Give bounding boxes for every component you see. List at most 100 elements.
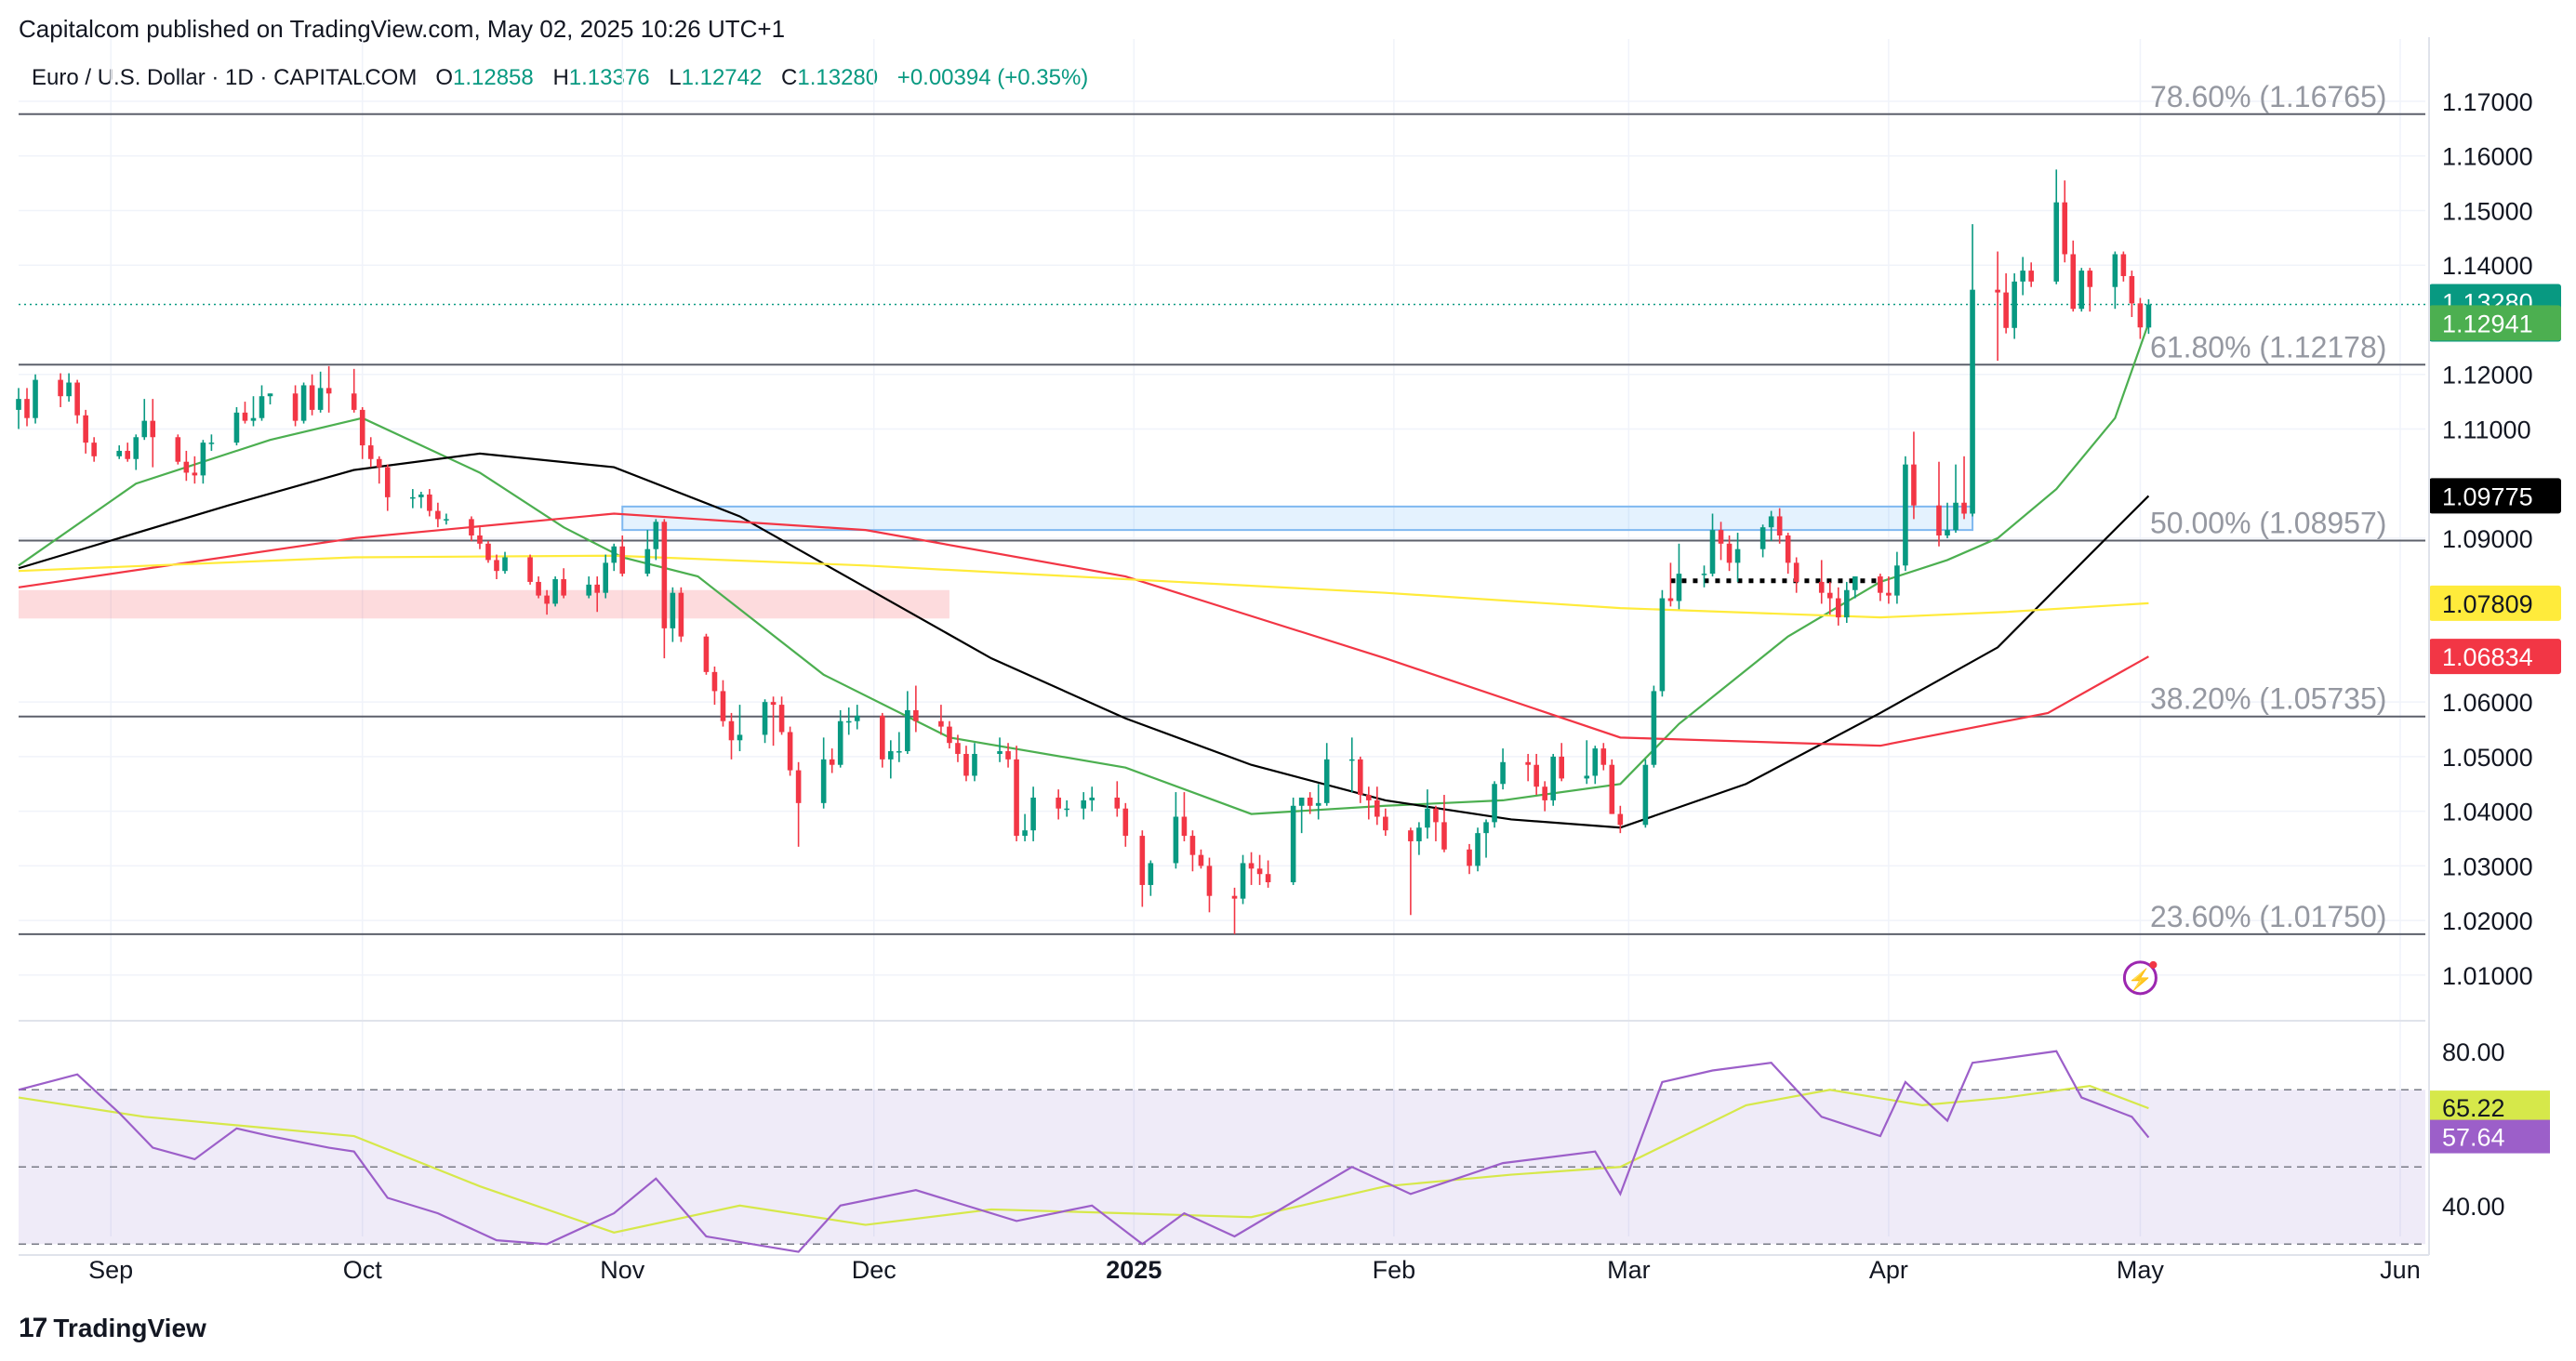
candle-body: [2120, 254, 2127, 276]
candle-body: [1139, 836, 1146, 885]
candle-body: [1416, 827, 1422, 841]
candle-body: [1584, 775, 1590, 779]
candle-body: [527, 557, 533, 582]
candle-body: [1617, 813, 1624, 826]
candle-body: [938, 720, 944, 727]
candle-body: [74, 382, 80, 416]
price-tick-label: 1.17000: [2442, 88, 2533, 116]
candle-body: [24, 399, 30, 418]
candle-body: [1793, 562, 1799, 582]
candle-body: [2028, 271, 2034, 282]
candle-body: [1089, 797, 1095, 800]
candle-body: [1030, 797, 1036, 831]
candle-body: [603, 562, 609, 593]
candle-body: [1734, 548, 1741, 563]
candle-body: [1659, 598, 1666, 692]
time-tick-label: Mar: [1607, 1256, 1651, 1284]
candle-body: [1231, 895, 1238, 899]
candle-body: [1718, 530, 1724, 544]
candle-body: [1383, 816, 1388, 831]
candle-body: [728, 720, 735, 741]
candle-body: [1592, 748, 1599, 776]
candle-body: [1307, 797, 1313, 806]
event-dot: [2149, 960, 2158, 969]
candle-body: [1240, 863, 1246, 899]
candle-body: [711, 671, 718, 692]
candle-body: [795, 770, 802, 803]
candle-body: [1726, 543, 1733, 563]
candle-body: [2145, 304, 2152, 328]
candle-body: [2053, 202, 2060, 282]
candle-body: [1323, 759, 1330, 803]
candle-body: [1953, 502, 1959, 531]
moving-average-line: [18, 452, 2150, 829]
candle-body: [418, 494, 424, 497]
supply-zone: [621, 505, 1974, 532]
candle-body: [1550, 756, 1556, 800]
candle-body: [1878, 576, 1883, 593]
price-tag-value: 1.12941: [2442, 310, 2533, 337]
candle-body: [1609, 764, 1615, 814]
candle-body: [91, 443, 97, 456]
candle-body: [200, 443, 206, 476]
candle-body: [1475, 833, 1481, 866]
fib-level-label: 23.60% (1.01750): [2150, 900, 2386, 933]
candle-body: [963, 753, 969, 776]
candle-body: [552, 578, 558, 604]
price-tag-value: 1.07809: [2442, 590, 2533, 618]
candle-body: [427, 494, 432, 511]
price-tick-label: 1.16000: [2442, 143, 2533, 171]
candle-body: [2020, 271, 2025, 282]
candle-body: [896, 751, 902, 753]
candle-body: [233, 412, 240, 443]
price-tick-label: 1.09000: [2442, 525, 2533, 553]
price-tag: [2429, 478, 2561, 514]
candle-body: [1081, 799, 1087, 809]
candle-body: [1014, 759, 1019, 837]
candle-body: [494, 560, 499, 572]
candle-body: [1056, 797, 1061, 809]
candle-body: [619, 546, 626, 575]
price-tick-label: 1.01000: [2442, 962, 2533, 990]
candle-body: [661, 522, 668, 628]
candle-body: [1189, 836, 1196, 855]
candle-body: [58, 379, 63, 397]
candle-body: [1911, 464, 1917, 506]
candle-body: [1995, 289, 2000, 293]
candle-body: [1433, 808, 1439, 823]
candle-body: [192, 472, 198, 476]
candle-body: [2003, 292, 2009, 328]
candle-body: [317, 388, 324, 410]
candle-body: [1114, 797, 1121, 809]
candle-body: [1759, 527, 1766, 549]
candle-body: [703, 636, 710, 672]
candle-body: [133, 437, 139, 459]
candle-body: [1709, 530, 1716, 575]
tradingview-brand[interactable]: 17 TradingView: [19, 1313, 206, 1344]
rsi-ma-tag-value: 65.22: [2442, 1094, 2505, 1122]
candle-body: [1844, 589, 1850, 618]
tradingview-logo: 17: [19, 1313, 47, 1343]
candle-body: [1559, 756, 1565, 779]
candle-body: [1005, 751, 1011, 760]
candle-body: [787, 732, 793, 771]
candle-body: [720, 691, 726, 721]
candle-body: [444, 519, 449, 521]
candle-body: [829, 759, 835, 765]
candle-body: [1348, 759, 1355, 761]
candle-body: [820, 759, 827, 803]
price-tick-label: 1.03000: [2442, 852, 2533, 880]
publisher-caption: Capitalcom published on TradingView.com,…: [19, 15, 786, 43]
candle-body: [141, 420, 148, 438]
price-tick-label: 1.11000: [2442, 416, 2531, 443]
price-tick-label: 1.04000: [2442, 799, 2533, 826]
candle-body: [1835, 598, 1841, 618]
candle-body: [1206, 865, 1213, 896]
candle-body: [644, 548, 651, 575]
fib-level-label: 50.00% (1.08957): [2150, 506, 2386, 539]
candle-body: [1525, 761, 1531, 765]
candle-body: [778, 705, 785, 733]
time-tick-label: 2025: [1106, 1256, 1162, 1284]
